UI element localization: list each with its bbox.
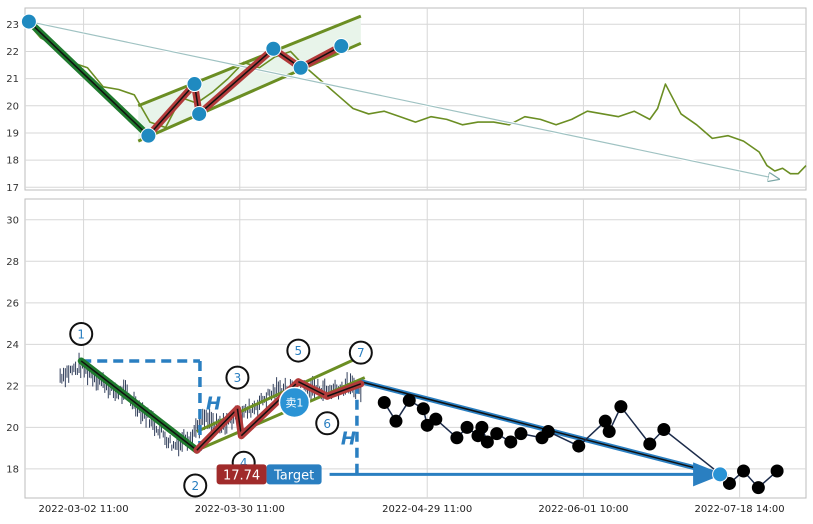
top-wave-marker	[186, 76, 203, 93]
projection-dot	[416, 402, 430, 416]
projection-line-core	[360, 380, 721, 476]
bottom-wave-leg-core	[80, 360, 198, 451]
wave-label-circle	[286, 338, 311, 363]
bottom-y-tick-label: 22	[6, 381, 19, 392]
projection-dot	[737, 464, 751, 478]
wave-label: 7	[357, 346, 365, 360]
wave-label-circle	[69, 321, 94, 346]
wave-label: 1	[77, 327, 85, 341]
top-y-tick-label: 22	[6, 47, 19, 58]
projection-dot	[490, 427, 504, 441]
top-plot-area	[24, 7, 807, 191]
target-label-badge	[266, 464, 322, 485]
projection-dot	[429, 412, 443, 426]
projection-dot	[598, 414, 612, 428]
top-y-tick-label: 20	[6, 101, 19, 112]
top-panel: 17 18 19 20 21 22 23	[6, 7, 807, 194]
wave-label: 5	[295, 344, 303, 358]
top-channel-upper-line	[137, 14, 362, 108]
bottom-y-tick-label: 26	[6, 298, 19, 309]
wave-label-circle	[315, 411, 340, 436]
target-label-text: Target	[273, 468, 314, 483]
x-tick-label: 2022-06-01 10:00	[538, 504, 628, 515]
wave-label-circle	[348, 340, 373, 365]
projection-dot	[770, 464, 784, 478]
bottom-y-tick-label: 28	[6, 257, 19, 268]
projection-dot	[389, 414, 403, 428]
wave-label-circle	[183, 473, 208, 498]
bottom-wave-leg-core	[196, 408, 238, 451]
bottom-wave-leg-core	[298, 381, 328, 397]
x-tick-label: 2022-07-18 14:00	[695, 504, 785, 515]
wave-label: 6	[323, 417, 331, 431]
wave-label: 3	[234, 371, 242, 385]
top-wave-leg-core	[198, 48, 274, 115]
projection-dot	[377, 395, 391, 409]
bottom-wave-leg-core	[236, 408, 243, 436]
bottom-y-tick-label: 24	[6, 340, 19, 351]
top-wave-leg-core	[28, 21, 149, 137]
top-price-line	[28, 23, 807, 175]
sell-marker-label: 卖1	[285, 396, 303, 409]
wave-label-circle	[225, 365, 250, 390]
wave-label: 2	[191, 479, 199, 493]
projection-dot	[541, 425, 555, 439]
bottom-y-tick-label: 18	[6, 464, 19, 475]
x-tick-label: 2022-03-02 11:00	[39, 504, 129, 515]
top-trend-arrow	[28, 20, 779, 180]
bottom-y-tick-label: 20	[6, 423, 19, 434]
top-channel-lower-line	[137, 41, 362, 143]
top-wave-marker	[20, 13, 37, 30]
projection-dot	[751, 481, 765, 495]
top-y-tick-label: 17	[6, 183, 19, 194]
projection-dot	[475, 420, 489, 434]
projection-dot	[643, 437, 657, 451]
top-wave-marker	[333, 38, 350, 55]
x-tick-label: 2022-04-29 11:00	[382, 504, 472, 515]
top-wave-marker	[265, 40, 282, 57]
top-wave-marker	[191, 105, 208, 122]
target-end-marker	[712, 466, 729, 483]
projection-dot	[514, 427, 528, 441]
bottom-y-tick-label: 30	[6, 215, 19, 226]
bottom-wave-leg-core	[326, 383, 362, 397]
top-y-tick-label: 21	[6, 74, 19, 85]
h-label-drop: H	[341, 429, 356, 450]
target-price-badge	[216, 464, 267, 485]
h-label: H	[206, 394, 221, 415]
projection-dot	[480, 435, 494, 449]
wave-label: 4	[240, 456, 248, 470]
bottom-plot-area	[24, 198, 807, 499]
x-tick-label: 2022-03-30 11:00	[195, 504, 285, 515]
top-y-tick-label: 23	[6, 20, 19, 31]
top-y-tick-label: 19	[6, 128, 19, 139]
projection-dot	[460, 420, 474, 434]
top-y-tick-label: 18	[6, 156, 19, 167]
projection-dot	[572, 439, 586, 453]
sell-marker	[278, 386, 311, 419]
projection-dot	[450, 431, 464, 445]
target-price-text: 17.74	[223, 468, 260, 483]
top-wave-marker	[140, 127, 157, 144]
top-wave-leg-core	[147, 83, 196, 137]
projection-dot	[614, 400, 628, 414]
projection-dot	[602, 425, 616, 439]
projection-dot	[657, 422, 671, 436]
projection-dot	[402, 393, 416, 407]
projection-dot	[722, 476, 736, 490]
top-wave-marker	[292, 59, 309, 76]
projection-dot	[504, 435, 518, 449]
